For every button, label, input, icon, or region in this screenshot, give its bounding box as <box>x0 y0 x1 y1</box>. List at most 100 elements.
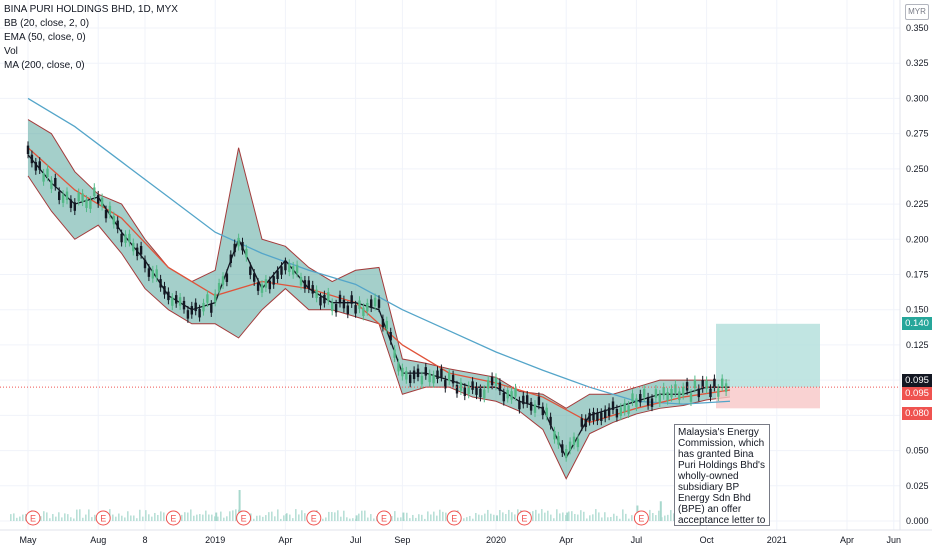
ma-indicator-label[interactable]: MA (200, close, 0) <box>4 60 85 71</box>
candle-body <box>331 302 334 312</box>
earnings-marker-circle <box>165 510 181 526</box>
volume-bar <box>64 513 66 521</box>
time-axis-tick[interactable]: Apr <box>278 535 292 545</box>
volume-bar <box>253 518 255 521</box>
candle-body <box>701 380 704 389</box>
earnings-marker[interactable]: E <box>306 510 322 526</box>
price-axis-tick[interactable]: 0.250 <box>906 164 929 174</box>
candle-body <box>541 406 544 416</box>
price-tag[interactable]: 0.080 <box>902 407 932 421</box>
earnings-markers[interactable]: EEEEEEEEEEE <box>25 510 720 526</box>
price-axis-tick[interactable]: 0.125 <box>906 340 929 350</box>
volume-bar <box>151 516 153 521</box>
volume-bar <box>607 517 609 521</box>
annotation-note[interactable]: Malaysia's Energy Commission, which has … <box>674 424 770 526</box>
price-axis-tick[interactable]: 0.200 <box>906 234 929 244</box>
volume-bar <box>535 509 537 521</box>
time-axis-tick[interactable]: Apr <box>840 535 854 545</box>
price-axis-tick[interactable]: 0.350 <box>906 23 929 33</box>
price-axis-tick[interactable]: 0.025 <box>906 481 929 491</box>
earnings-marker[interactable]: E <box>236 510 252 526</box>
earnings-marker[interactable]: E <box>25 510 41 526</box>
candle-body <box>143 259 147 269</box>
candle-body <box>412 370 416 380</box>
time-axis-tick[interactable]: Jul <box>350 535 362 545</box>
price-axis-tick[interactable]: 0.175 <box>906 270 929 280</box>
stop-zone[interactable] <box>716 387 820 409</box>
currency-label[interactable]: MYR <box>905 4 929 20</box>
candle-body <box>537 396 541 406</box>
candle-body <box>479 388 482 398</box>
price-axis-tick[interactable]: 0.275 <box>906 129 929 139</box>
candle-body <box>721 378 724 388</box>
candle-body <box>514 388 517 397</box>
earnings-marker[interactable]: E <box>446 510 462 526</box>
time-axis-tick[interactable]: 2021 <box>767 535 787 545</box>
time-axis-tick[interactable]: 2020 <box>486 535 506 545</box>
candle-body <box>327 292 330 301</box>
volume-bar <box>280 518 282 521</box>
candle-body <box>643 388 646 398</box>
time-axis-tick[interactable]: Jun <box>887 535 902 545</box>
candle-body <box>260 284 264 293</box>
candle-body <box>116 220 119 230</box>
bb-indicator-label[interactable]: BB (20, close, 2, 0) <box>4 18 90 29</box>
candle-body <box>128 233 131 243</box>
candle-body <box>93 187 96 196</box>
time-axis-tick[interactable]: Apr <box>559 535 573 545</box>
volume-bar <box>13 513 15 521</box>
volume-bar <box>553 518 555 521</box>
ema-indicator-label[interactable]: EMA (50, close, 0) <box>4 32 86 43</box>
earnings-marker[interactable]: E <box>95 510 111 526</box>
price-axis-tick[interactable]: 0.300 <box>906 93 929 103</box>
volume-bar <box>556 509 558 521</box>
candle-body <box>225 273 229 282</box>
time-axis-tick[interactable]: 8 <box>142 535 147 545</box>
volume-bar <box>295 509 297 521</box>
candle-body <box>198 308 201 318</box>
earnings-marker[interactable]: E <box>516 510 532 526</box>
time-axis-tick[interactable]: Oct <box>700 535 715 545</box>
candle-body <box>533 404 537 413</box>
long-position-tool[interactable] <box>716 323 820 409</box>
volume-bar <box>508 509 510 521</box>
time-axis-tick[interactable]: Jul <box>631 535 643 545</box>
price-axis[interactable]: 0.0000.0250.0500.0750.1000.1250.1500.175… <box>899 0 929 530</box>
volume-bar <box>616 515 618 521</box>
earnings-marker-circle <box>236 510 252 526</box>
candle-body <box>522 395 525 405</box>
earnings-marker[interactable]: E <box>633 510 649 526</box>
volume-bar <box>418 514 420 521</box>
price-tag[interactable]: 0.140 <box>902 317 932 331</box>
earnings-marker[interactable]: E <box>376 510 392 526</box>
earnings-marker[interactable]: E <box>165 510 181 526</box>
price-axis-tick[interactable]: 0.150 <box>906 305 929 315</box>
price-tag[interactable]: 0.095 <box>902 387 932 401</box>
volume-bar <box>274 516 276 521</box>
price-axis-tick[interactable]: 0.000 <box>906 516 929 526</box>
candle-body <box>409 374 412 384</box>
volume-bar <box>586 518 588 521</box>
candle-body <box>354 305 357 314</box>
time-axis-tick[interactable]: May <box>19 535 37 545</box>
earnings-marker-circle <box>633 510 649 526</box>
volume-bar <box>214 516 216 521</box>
candle-body <box>346 305 349 314</box>
price-axis-tick[interactable]: 0.050 <box>906 446 929 456</box>
price-tag[interactable]: 0.095 <box>902 374 932 388</box>
price-axis-tick[interactable]: 0.325 <box>906 58 929 68</box>
volume-indicator-label[interactable]: Vol <box>4 46 18 57</box>
candle-body <box>89 200 92 209</box>
volume-bar <box>544 512 546 521</box>
target-zone[interactable] <box>716 323 820 388</box>
volume-bar <box>547 510 549 521</box>
time-axis-tick[interactable]: 2019 <box>205 535 225 545</box>
symbol-title[interactable]: BINA PURI HOLDINGS BHD, 1D, MYX <box>4 4 178 15</box>
candle-body <box>38 161 41 170</box>
candle-body <box>120 233 123 243</box>
time-axis-tick[interactable]: Aug <box>90 535 106 545</box>
time-axis[interactable]: May Aug 8 2019 Apr Jul Sep 2020 Apr Jul Oct 2021 Apr… <box>0 529 932 545</box>
time-axis-tick[interactable]: Sep <box>394 535 410 545</box>
price-axis-tick[interactable]: 0.225 <box>906 199 929 209</box>
